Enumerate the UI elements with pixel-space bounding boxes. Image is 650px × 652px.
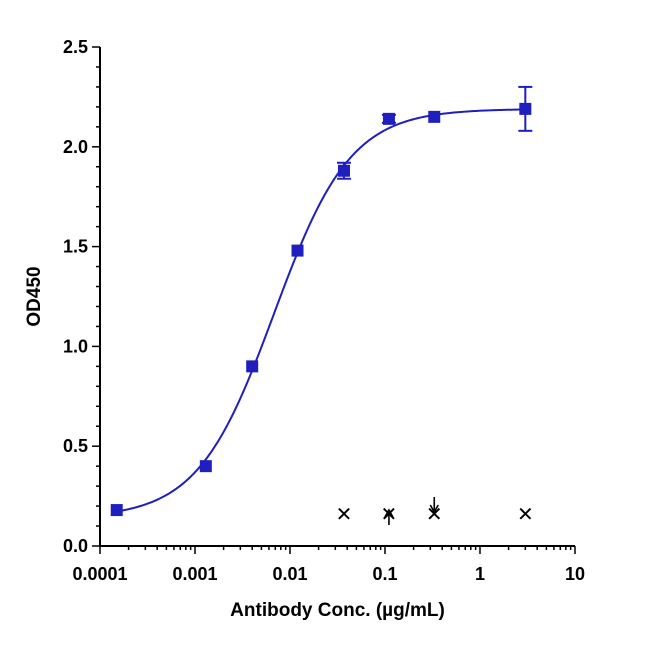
y-tick-label: 1.5 xyxy=(63,237,88,257)
plot-area: ✕ ✕ ✕ ✕ xyxy=(110,85,534,526)
y-tick-label: 1.0 xyxy=(63,336,88,356)
x-axis-title: Antibody Conc. (µg/mL) xyxy=(230,600,445,621)
x-tick-label: 0.0001 xyxy=(72,564,127,584)
down-arrow-head xyxy=(429,504,439,514)
y-axis-ticks: 0.0 0.5 1.0 1.5 2.0 2.5 xyxy=(63,37,100,556)
y-tick-label: 2.5 xyxy=(63,37,88,57)
data-point xyxy=(110,504,123,517)
cross-marker: ✕ xyxy=(517,502,534,526)
x-tick-label: 0.01 xyxy=(272,564,307,584)
data-point xyxy=(519,102,532,115)
data-point xyxy=(199,460,212,473)
data-point xyxy=(428,110,441,123)
y-tick-label: 2.0 xyxy=(63,137,88,157)
x-tick-label: 0.001 xyxy=(172,564,217,584)
y-tick-label: 0.5 xyxy=(63,436,88,456)
y-axis-title: OD450 xyxy=(24,266,45,326)
cross-marker: ✕ xyxy=(336,502,353,526)
y-tick-label: 0.0 xyxy=(63,536,88,556)
x-tick-label: 10 xyxy=(565,564,585,584)
axes: 0.0 0.5 1.0 1.5 2.0 2.5 0.0001 0.001 0.01 0.1 1 10 xyxy=(63,37,585,584)
data-point xyxy=(382,112,395,125)
x-axis-ticks: 0.0001 0.001 0.01 0.1 1 10 xyxy=(72,546,585,584)
fit-curve xyxy=(116,108,526,513)
annotation-markers: ✕ ✕ ✕ ✕ xyxy=(336,497,534,526)
data-point xyxy=(291,244,304,257)
up-arrow-head xyxy=(384,508,394,518)
x-tick-label: 0.1 xyxy=(372,564,397,584)
x-tick-label: 1 xyxy=(475,564,485,584)
data-point xyxy=(246,360,259,373)
error-bars xyxy=(336,85,533,180)
data-points xyxy=(110,102,532,517)
cross-marker: ✕ xyxy=(426,502,443,526)
data-point xyxy=(337,164,350,177)
